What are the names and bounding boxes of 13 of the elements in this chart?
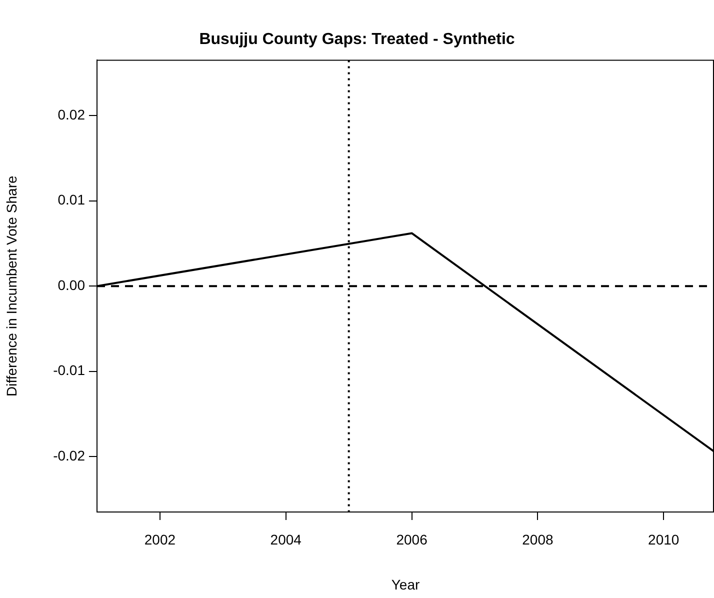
y-tick-label: 0.01 [58, 192, 86, 208]
y-tick-label: -0.02 [53, 447, 86, 464]
y-tick-label: 0.00 [58, 276, 86, 293]
y-tick-label: -0.01 [53, 362, 86, 378]
x-tick-label: 2002 [144, 531, 176, 548]
x-tick-label: 2010 [648, 531, 680, 548]
y-tick-label: 0.02 [58, 106, 86, 122]
x-tick-label: 2006 [396, 531, 428, 548]
x-axis-title: Year [391, 576, 420, 592]
chart-title: Busujju County Gaps: Treated - Synthetic [199, 31, 515, 48]
x-tick-label: 2008 [522, 531, 554, 548]
y-axis-title: Difference in Incumbent Vote Share [3, 176, 20, 396]
x-tick-label: 2004 [270, 531, 302, 548]
